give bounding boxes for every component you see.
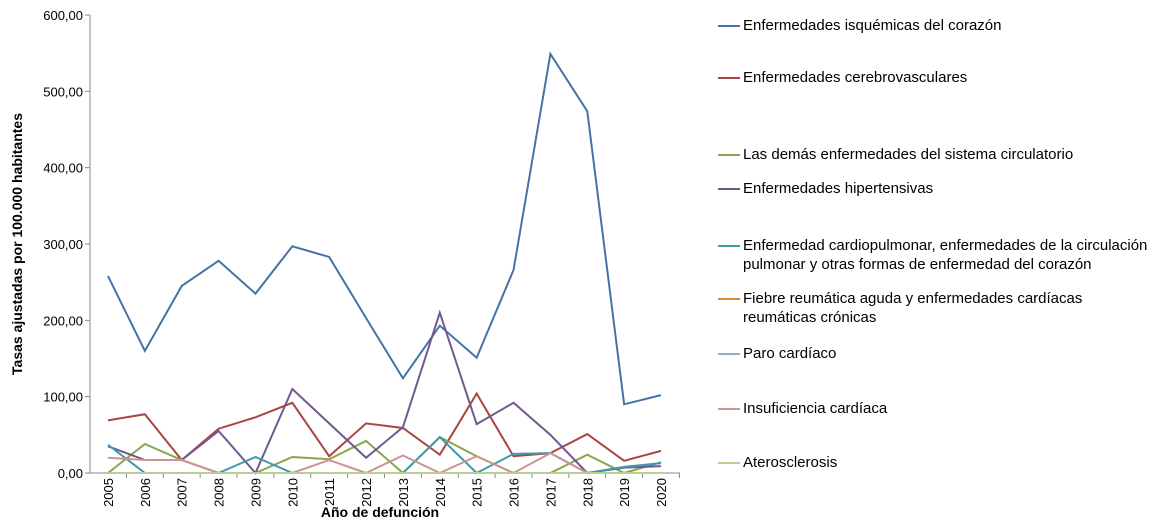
x-axis-title: Año de defunción bbox=[321, 504, 439, 520]
series-line bbox=[107, 51, 662, 406]
legend-item: Paro cardíaco bbox=[718, 344, 1161, 363]
x-tick-label: 2015 bbox=[470, 478, 485, 507]
y-tick-label: 600,00 bbox=[43, 8, 83, 23]
legend-item: Insuficiencia cardíaca bbox=[718, 399, 1161, 418]
legend-item: Fiebre reumática aguda y enfermedades ca… bbox=[718, 289, 1143, 327]
x-tick-label: 2010 bbox=[285, 478, 300, 507]
x-tick-label: 2019 bbox=[617, 478, 632, 507]
x-tick-label: 2016 bbox=[507, 478, 522, 507]
legend-item: Las demás enfermedades del sistema circu… bbox=[718, 145, 1123, 164]
legend-label: Aterosclerosis bbox=[743, 454, 838, 471]
x-tick-label: 2013 bbox=[396, 478, 411, 507]
y-axis-title: Tasas ajustadas por 100.000 habitantes bbox=[9, 113, 25, 375]
legend-marker bbox=[718, 188, 740, 190]
legend-item: Aterosclerosis bbox=[718, 453, 1161, 472]
x-tick-label: 2007 bbox=[175, 478, 190, 507]
legend-label: Enfermedad cardiopulmonar, enfermedades … bbox=[743, 237, 1148, 273]
x-tick-label: 2011 bbox=[322, 478, 337, 506]
legend-label: Enfermedades isquémicas del corazón bbox=[743, 17, 1002, 34]
series-line bbox=[107, 391, 662, 462]
x-tick-label: 2009 bbox=[248, 478, 263, 507]
y-tick-label: 0,00 bbox=[58, 466, 83, 481]
legend-marker bbox=[718, 462, 740, 464]
x-tick-label: 2006 bbox=[138, 478, 153, 507]
x-tick-label: 2014 bbox=[433, 478, 448, 507]
legend-item: Enfermedades hipertensivas bbox=[718, 179, 1161, 198]
x-tick-label: 2018 bbox=[580, 478, 595, 507]
legend-label: Enfermedades hipertensivas bbox=[743, 180, 934, 197]
series-line bbox=[107, 309, 662, 475]
y-tick-label: 100,00 bbox=[43, 390, 83, 405]
legend-item: Enfermedades cerebrovasculares bbox=[718, 68, 1161, 87]
legend-marker bbox=[718, 298, 740, 300]
legend-label: Enfermedades cerebrovasculares bbox=[743, 69, 968, 86]
series-line bbox=[107, 452, 661, 475]
x-tick-label: 2017 bbox=[543, 478, 558, 507]
x-tick-label: 2020 bbox=[654, 478, 669, 507]
legend-label: Fiebre reumática aguda y enfermedades ca… bbox=[743, 290, 1083, 326]
legend-marker bbox=[718, 154, 740, 156]
y-tick-label: 200,00 bbox=[43, 313, 83, 328]
y-tick-label: 400,00 bbox=[43, 161, 83, 176]
x-tick-label: 2008 bbox=[212, 478, 227, 507]
legend-item: Enfermedad cardiopulmonar, enfermedades … bbox=[718, 236, 1161, 274]
legend-marker bbox=[718, 77, 740, 79]
legend-marker bbox=[718, 25, 740, 27]
legend-marker bbox=[718, 245, 740, 247]
legend-label: Las demás enfermedades del sistema circu… bbox=[743, 146, 1074, 163]
y-tick-label: 300,00 bbox=[43, 237, 83, 252]
legend-marker bbox=[718, 353, 740, 355]
legend-label: Insuficiencia cardíaca bbox=[743, 400, 888, 417]
legend-label: Paro cardíaco bbox=[743, 345, 837, 362]
legend-marker bbox=[718, 408, 740, 410]
x-tick-label: 2005 bbox=[101, 478, 116, 507]
y-tick-label: 500,00 bbox=[43, 84, 83, 99]
x-tick-label: 2012 bbox=[359, 478, 374, 507]
legend-item: Enfermedades isquémicas del corazón bbox=[718, 16, 1161, 35]
